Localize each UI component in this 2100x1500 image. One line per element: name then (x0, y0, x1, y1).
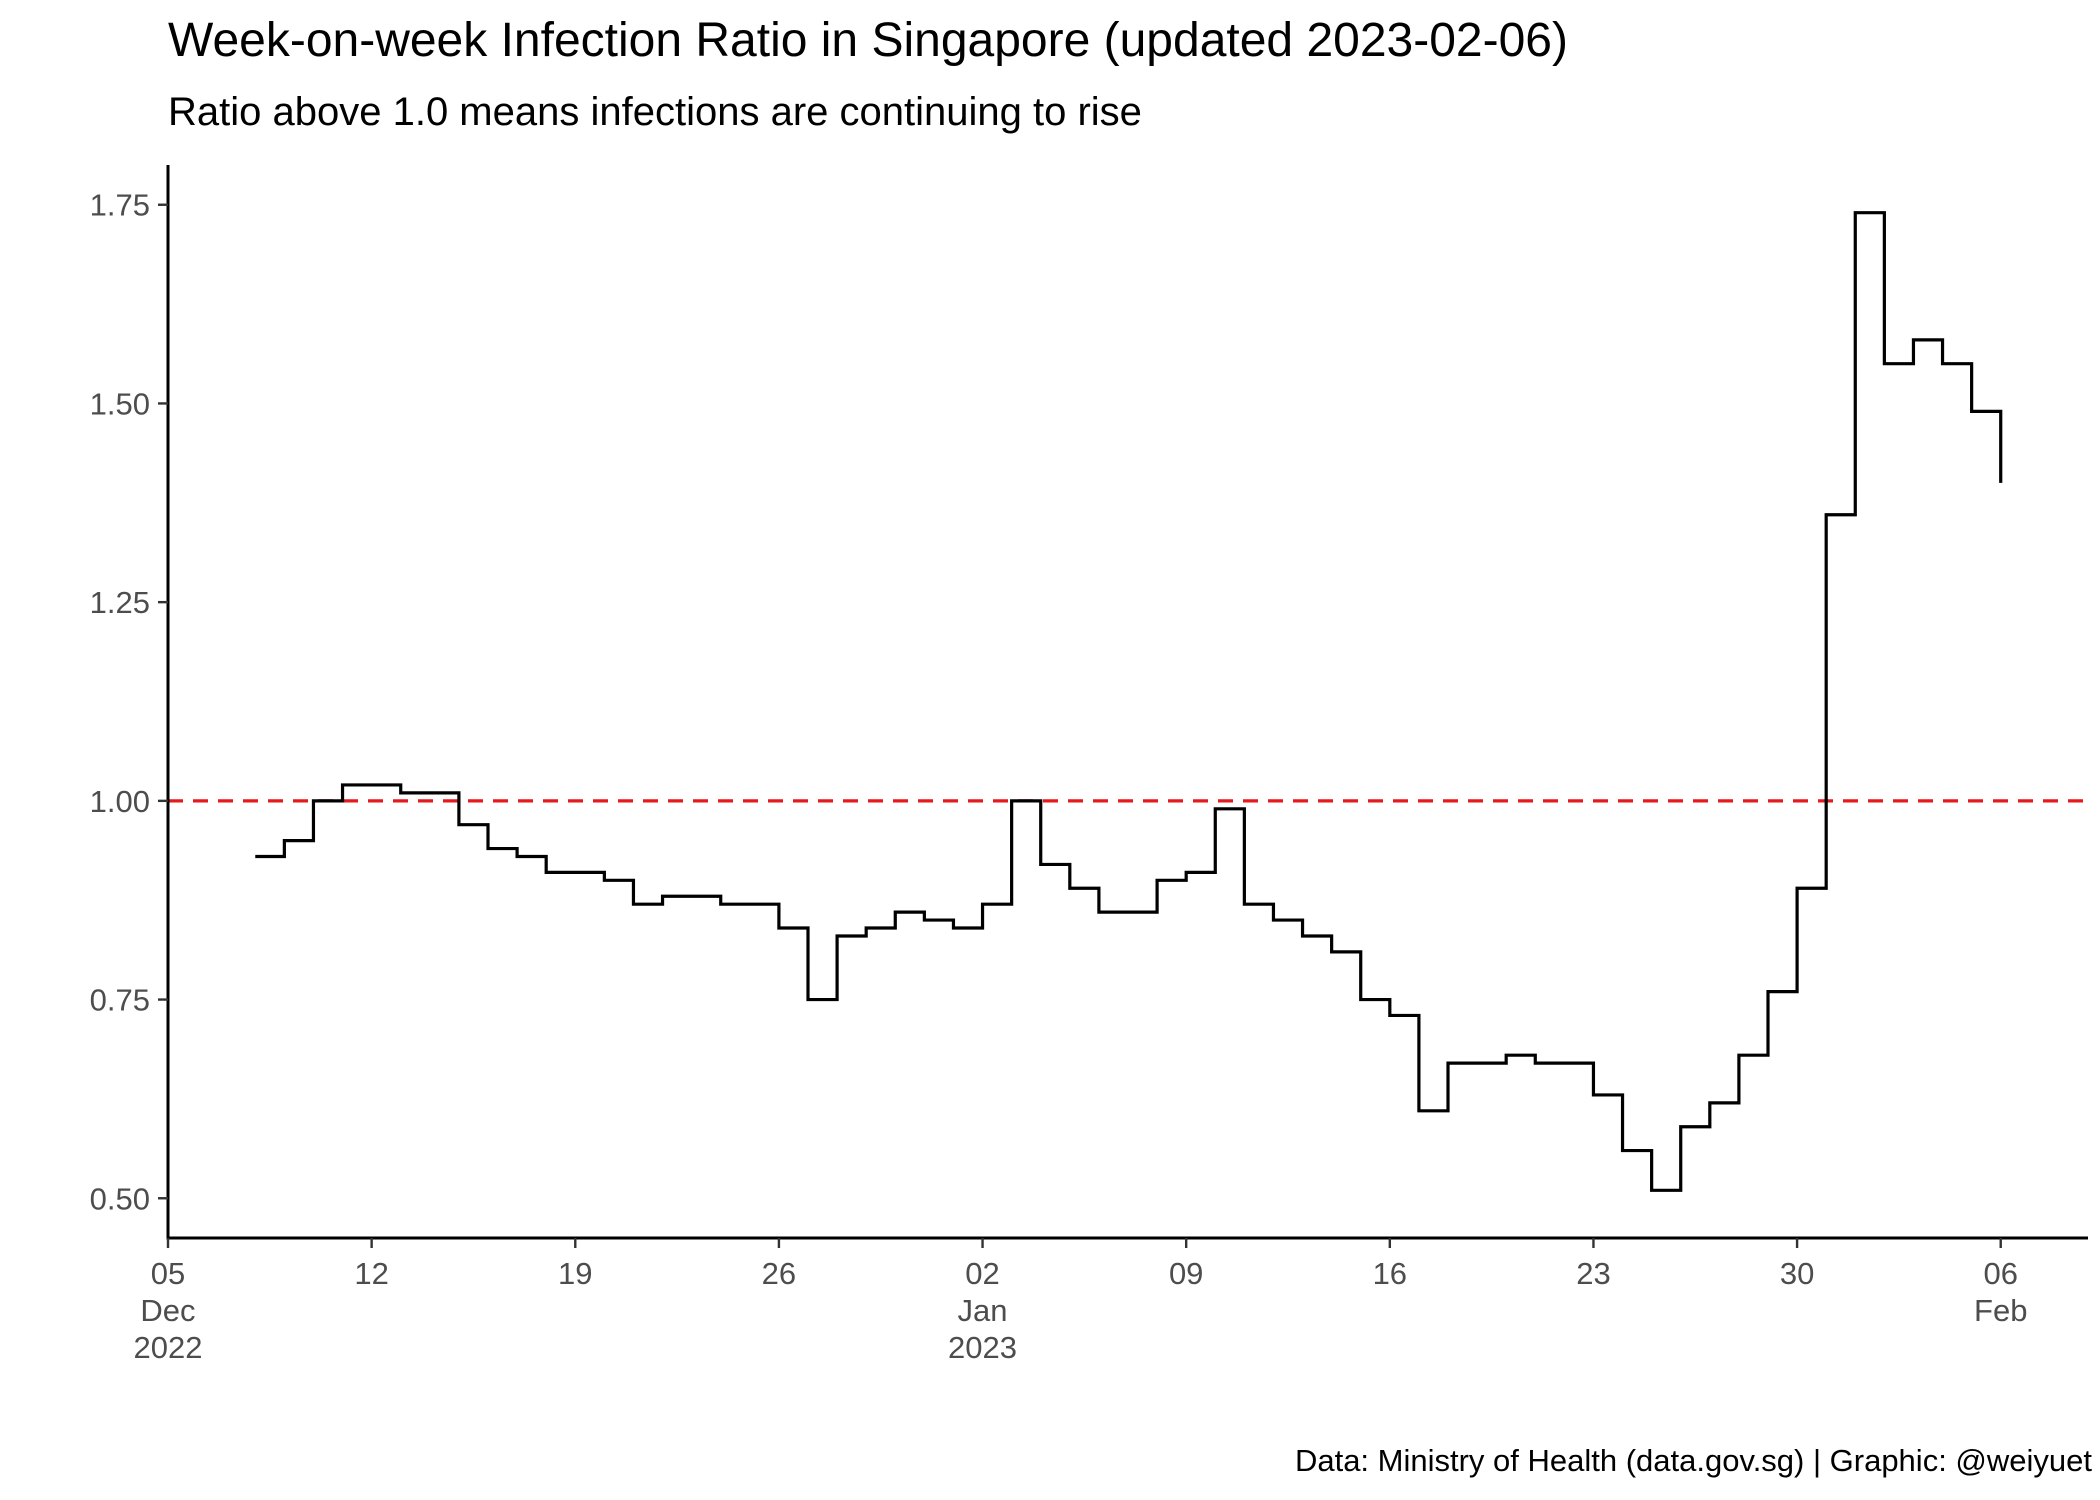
x-tick-label: 26 (762, 1256, 796, 1291)
x-tick-label: 05 Dec 2022 (134, 1256, 203, 1365)
x-tick-label: 16 (1373, 1256, 1407, 1291)
y-tick-label: 1.00 (90, 784, 150, 819)
series-line-0 (255, 211, 2003, 1192)
x-tick-label: 12 (354, 1256, 388, 1291)
x-tick-label: 30 (1780, 1256, 1814, 1291)
y-tick-label: 1.75 (90, 188, 150, 223)
x-tick-label: 09 (1169, 1256, 1203, 1291)
x-tick-label: 19 (558, 1256, 592, 1291)
x-tick-label: 06 Feb (1974, 1256, 2027, 1328)
y-tick-label: 1.50 (90, 386, 150, 421)
chart-title: Week-on-week Infection Ratio in Singapor… (168, 14, 1568, 67)
chart-caption: Data: Ministry of Health (data.gov.sg) |… (1294, 1443, 2092, 1478)
x-tick-label: 23 (1576, 1256, 1610, 1291)
y-tick-label: 0.75 (90, 983, 150, 1018)
x-tick-label: 02 Jan 2023 (948, 1256, 1017, 1365)
y-tick-label: 1.25 (90, 585, 150, 620)
chart-subtitle: Ratio above 1.0 means infections are con… (168, 90, 1142, 134)
y-tick-label: 0.50 (90, 1181, 150, 1216)
